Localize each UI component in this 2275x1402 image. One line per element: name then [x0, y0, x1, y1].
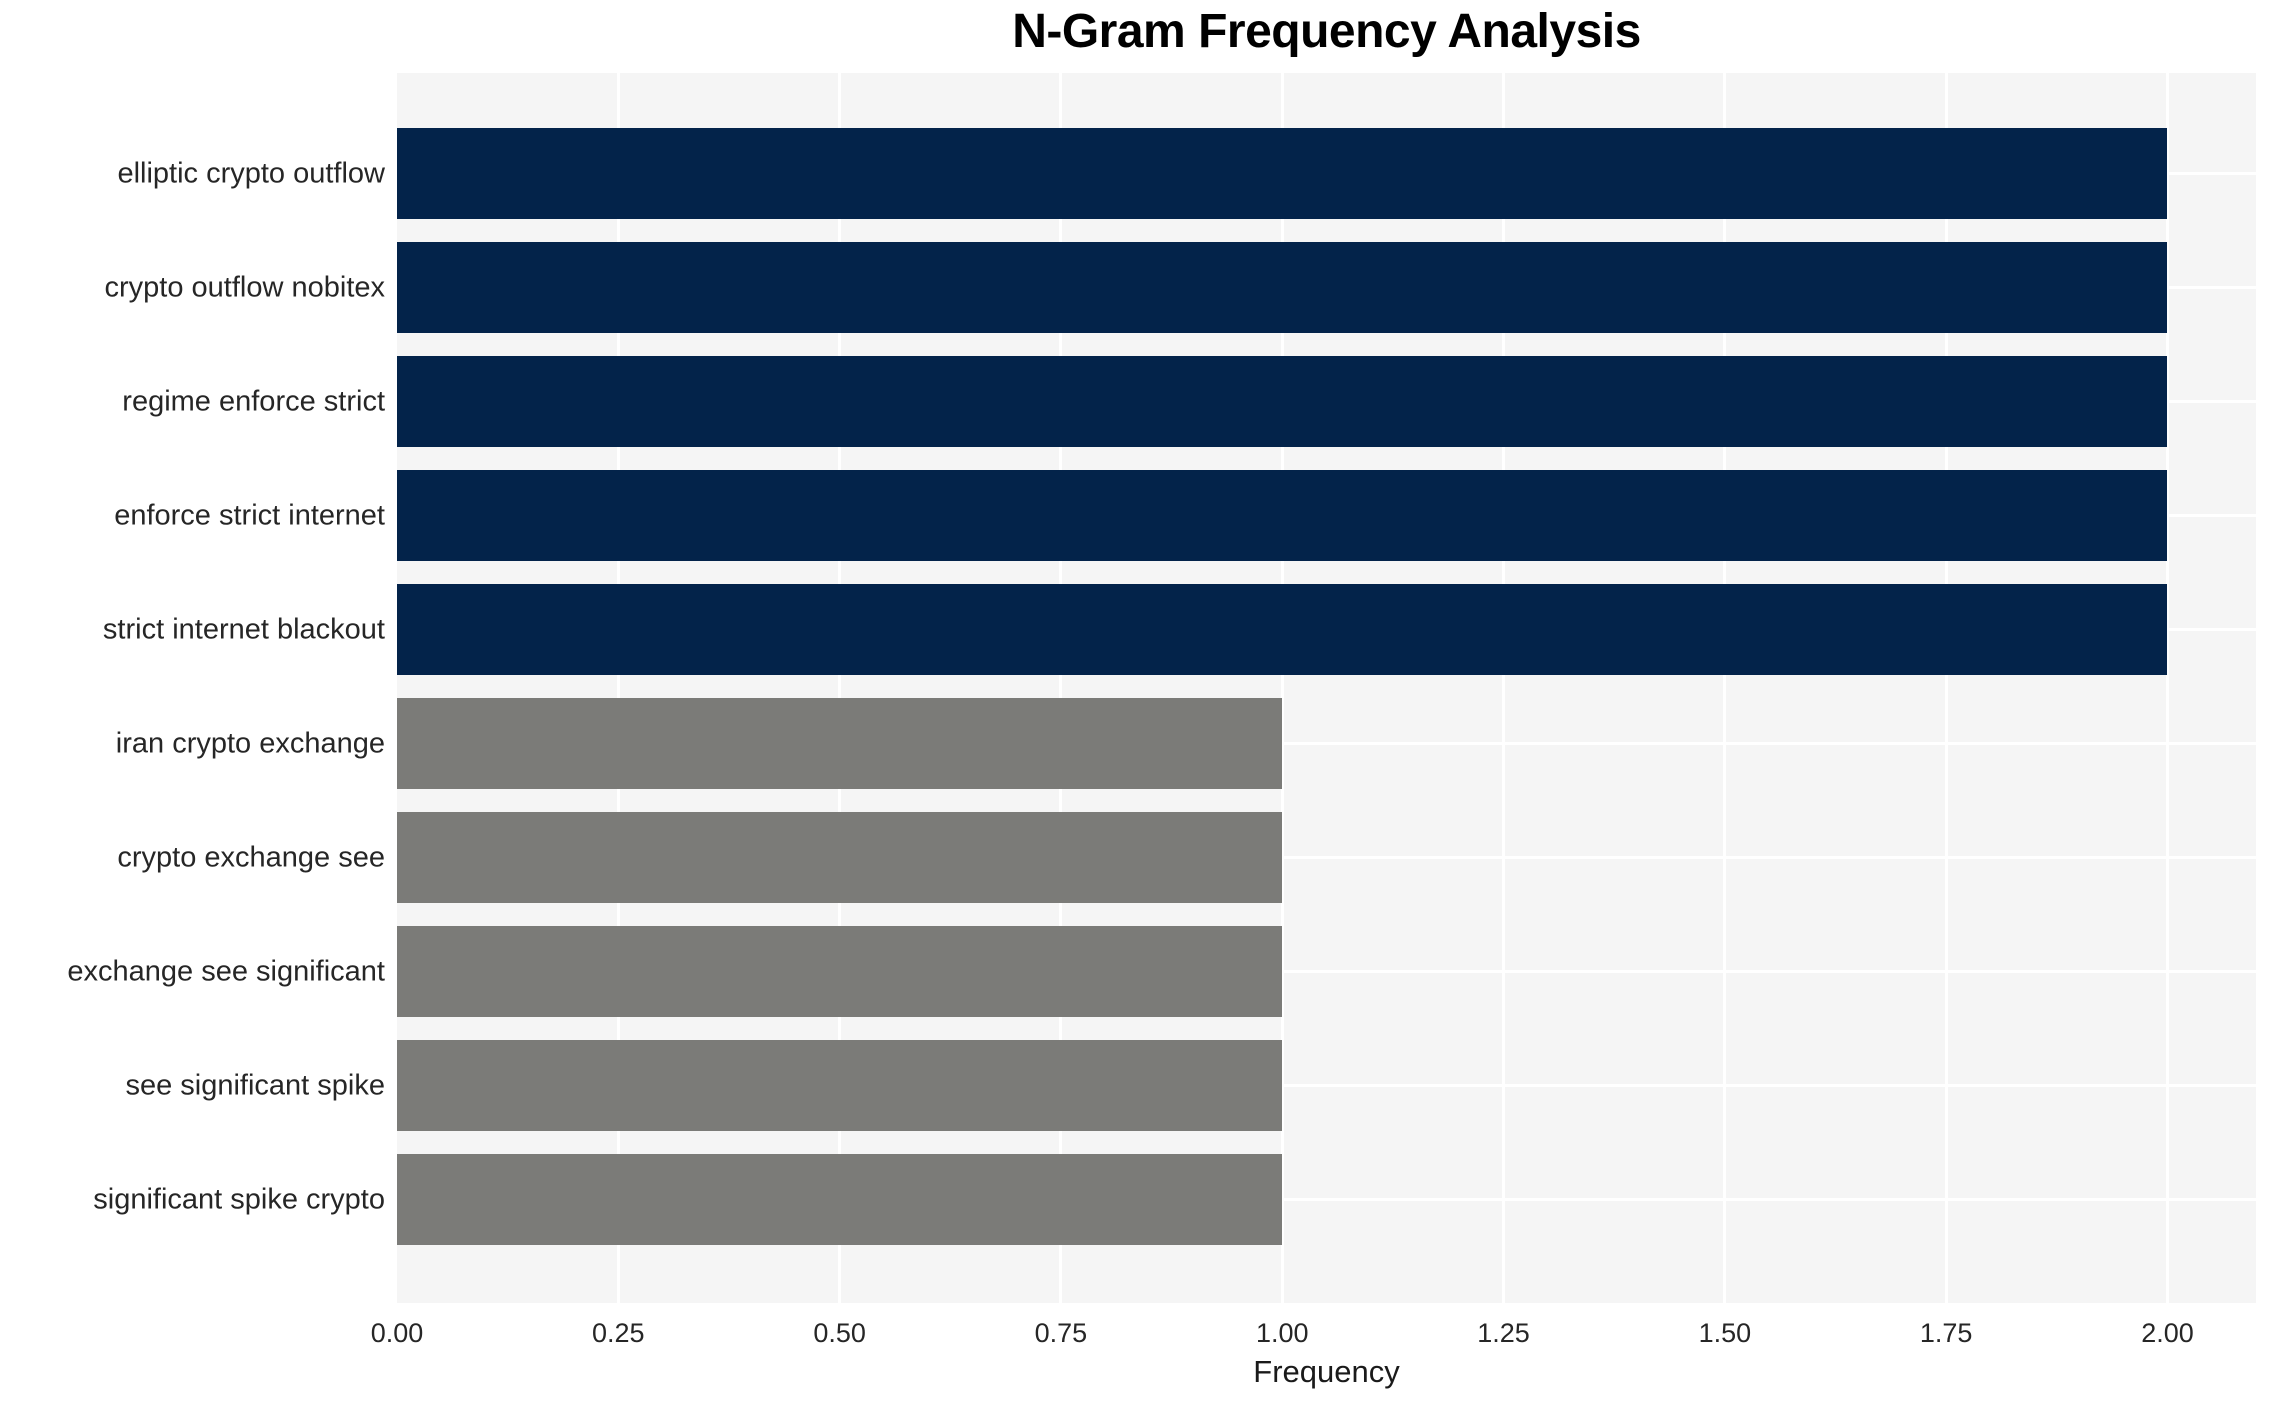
plot-area: [397, 73, 2256, 1303]
bar: [397, 812, 1283, 903]
h-gridline: [397, 856, 2256, 859]
y-tick-label: strict internet blackout: [102, 613, 385, 645]
v-gridline: [838, 73, 842, 1303]
bar: [397, 584, 2168, 675]
h-gridline: [397, 1084, 2256, 1087]
bar: [397, 698, 1283, 789]
y-tick-label: enforce strict internet: [114, 499, 385, 531]
y-tick-label: see significant spike: [125, 1069, 385, 1101]
h-gridline: [397, 742, 2256, 745]
x-axis-label: Frequency: [1253, 1354, 1400, 1389]
x-tick-label: 2.00: [2141, 1318, 2194, 1348]
bar: [397, 128, 2168, 219]
y-tick-label: elliptic crypto outflow: [117, 157, 385, 189]
bar: [397, 926, 1283, 1017]
x-tick-label: 0.75: [1034, 1318, 1088, 1348]
x-tick-label: 0.50: [813, 1318, 866, 1348]
bar: [397, 1040, 1283, 1131]
y-tick-label: crypto exchange see: [117, 841, 385, 873]
v-gridline: [1723, 73, 1727, 1303]
y-tick-label: crypto outflow nobitex: [104, 271, 385, 303]
x-tick-label: 0.00: [370, 1318, 424, 1348]
bar: [397, 242, 2168, 333]
x-tick-label: 1.75: [1919, 1318, 1973, 1348]
x-tick-label: 1.50: [1698, 1318, 1752, 1348]
y-tick-label: regime enforce strict: [122, 385, 385, 417]
x-tick-label: 0.25: [592, 1318, 645, 1348]
bar: [397, 1154, 1283, 1245]
bar: [397, 356, 2168, 447]
y-tick-label: iran crypto exchange: [115, 727, 385, 759]
v-gridline: [1502, 73, 1506, 1303]
v-gridline: [2165, 73, 2169, 1303]
v-gridline: [616, 73, 620, 1303]
x-tick-label: 1.25: [1477, 1318, 1530, 1348]
v-gridline: [1059, 73, 1063, 1303]
y-tick-label: significant spike crypto: [93, 1183, 385, 1215]
chart-title: N-Gram Frequency Analysis: [1012, 5, 1641, 58]
bar: [397, 470, 2168, 561]
h-gridline: [397, 970, 2256, 973]
v-gridline: [1280, 73, 1284, 1303]
v-gridline: [1944, 73, 1948, 1303]
y-tick-label: exchange see significant: [67, 955, 385, 987]
x-tick-label: 1.00: [1255, 1318, 1309, 1348]
h-gridline: [397, 1198, 2256, 1201]
